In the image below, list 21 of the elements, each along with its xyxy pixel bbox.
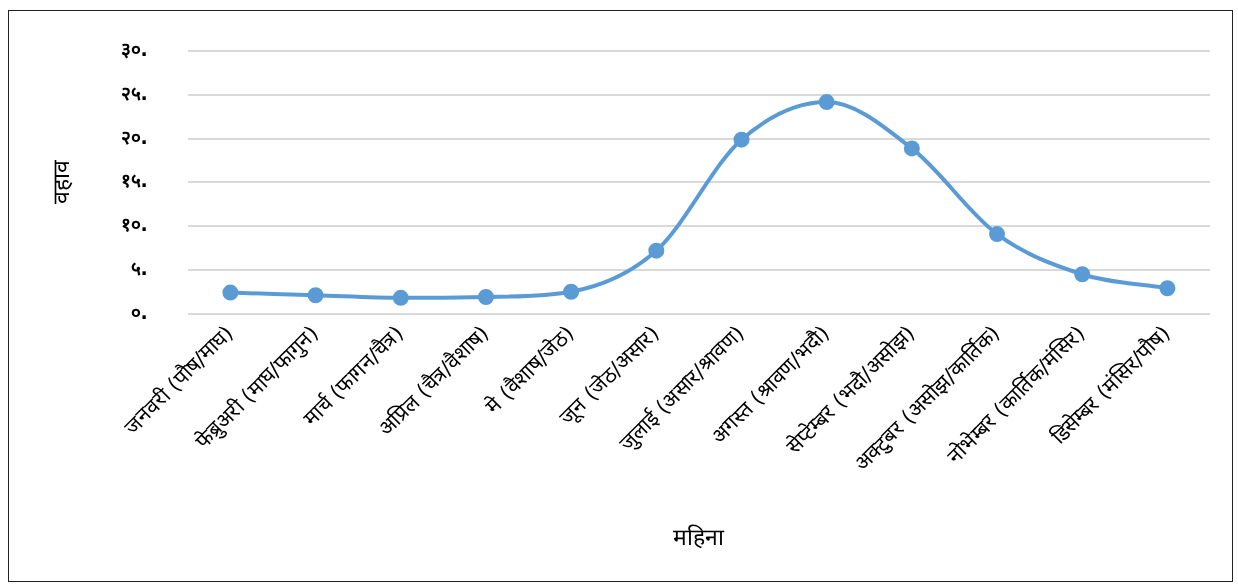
y-axis-title: वहाव	[47, 159, 74, 205]
point	[818, 94, 835, 111]
point	[1074, 266, 1091, 283]
point	[222, 284, 239, 301]
point	[989, 226, 1006, 243]
point	[733, 131, 750, 148]
point	[477, 288, 494, 305]
point	[903, 140, 920, 157]
point	[648, 242, 665, 259]
y-tick-label: ५.	[130, 256, 148, 279]
point	[392, 289, 409, 306]
y-tick-label: ३०.	[120, 38, 148, 61]
y-tick-label: १५.	[120, 169, 148, 192]
point	[563, 283, 580, 300]
point	[307, 287, 324, 304]
x-axis-title: महिना	[673, 524, 726, 551]
y-tick-label: २५.	[120, 82, 148, 105]
y-tick-label: १०.	[120, 213, 148, 236]
point	[1159, 280, 1176, 297]
y-tick-label: २०.	[120, 125, 148, 148]
y-tick-label: ०.	[130, 300, 148, 323]
